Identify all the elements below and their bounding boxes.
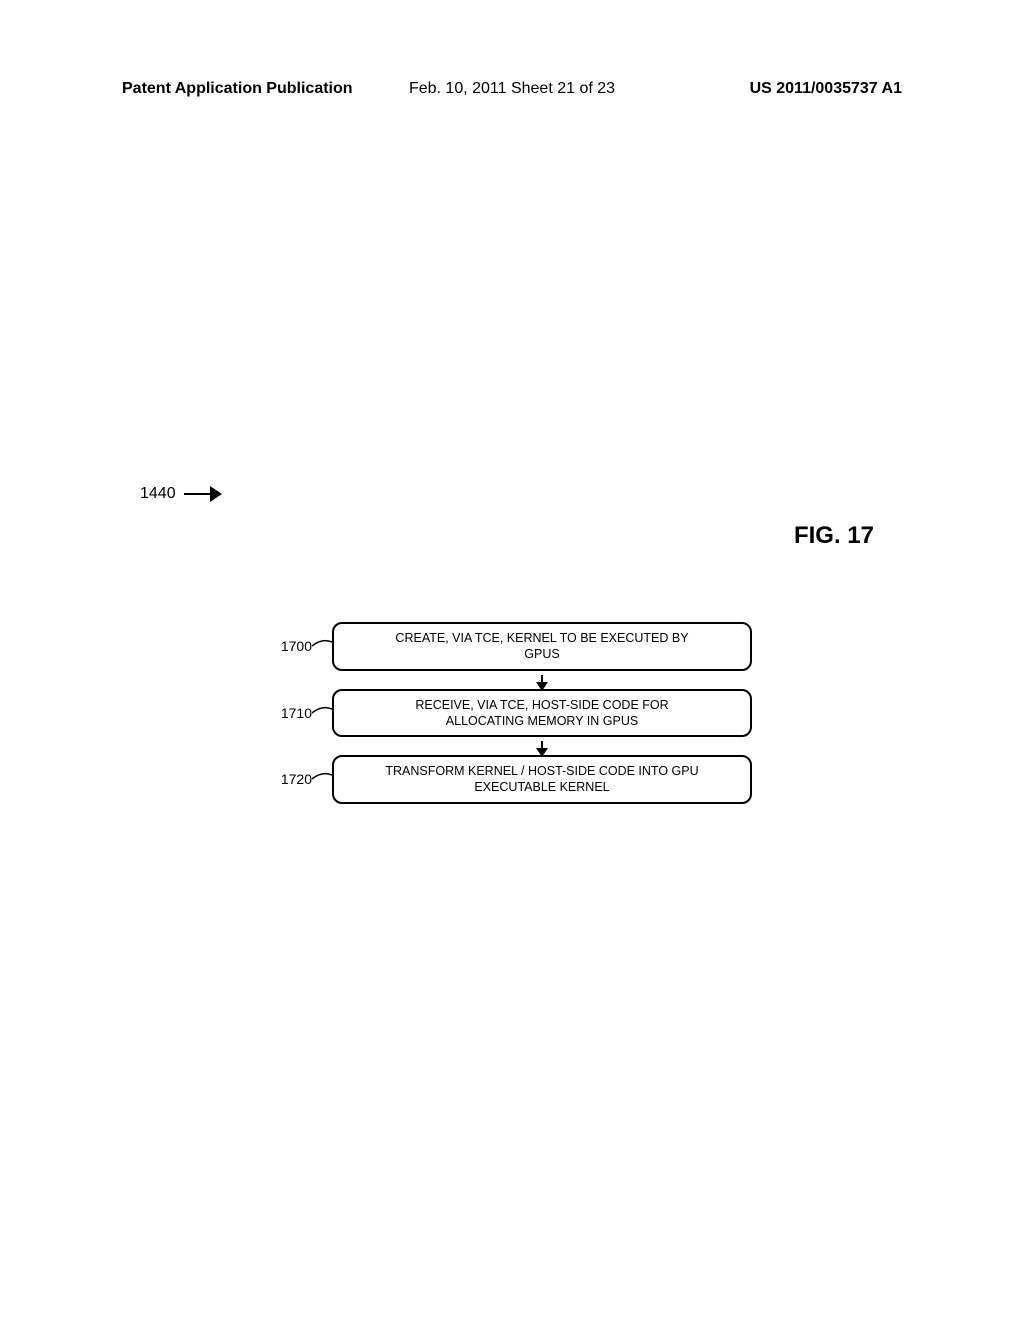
flow-step: 1710 RECEIVE, VIA TCE, HOST-SIDE CODE FO… [272,689,752,738]
flow-step-ref: 1710 [272,705,312,721]
flow-step-ref: 1720 [272,771,312,787]
flow-step-text-line: ALLOCATING MEMORY IN GPUS [446,714,638,728]
flow-step-ref: 1700 [272,638,312,654]
flow-arrow-down-icon [272,671,752,689]
flow-step-text-line: EXECUTABLE KERNEL [474,780,609,794]
header-left: Patent Application Publication [122,80,353,98]
ref-lead-line-icon [312,638,332,654]
figure-label: FIG. 17 [794,522,874,550]
flow-step-ref-label: 1710 [281,705,312,721]
ref-lead-line-icon [312,705,332,721]
patent-header: Patent Application Publication Feb. 10, … [122,80,902,98]
flow-step-box: TRANSFORM KERNEL / HOST-SIDE CODE INTO G… [332,755,752,804]
flow-step: 1700 CREATE, VIA TCE, KERNEL TO BE EXECU… [272,622,752,671]
flow-step-text-line: TRANSFORM KERNEL / HOST-SIDE CODE INTO G… [385,764,698,778]
flow-step: 1720 TRANSFORM KERNEL / HOST-SIDE CODE I… [272,755,752,804]
flowchart: 1700 CREATE, VIA TCE, KERNEL TO BE EXECU… [272,622,752,804]
reference-number: 1440 [140,485,176,503]
flow-step-ref-label: 1700 [281,638,312,654]
flow-step-text-line: GPUS [524,647,559,661]
header-right: US 2011/0035737 A1 [750,80,902,98]
header-center: Feb. 10, 2011 Sheet 21 of 23 [409,80,615,98]
reference-pointer: 1440 [140,485,224,503]
flow-step-text-line: CREATE, VIA TCE, KERNEL TO BE EXECUTED B… [395,631,688,645]
ref-lead-line-icon [312,771,332,787]
flow-arrow-down-icon [272,737,752,755]
reference-arrow-icon [184,487,224,502]
flow-step-text-line: RECEIVE, VIA TCE, HOST-SIDE CODE FOR [415,698,668,712]
flow-step-box: RECEIVE, VIA TCE, HOST-SIDE CODE FOR ALL… [332,689,752,738]
flow-step-ref-label: 1720 [281,771,312,787]
flow-step-box: CREATE, VIA TCE, KERNEL TO BE EXECUTED B… [332,622,752,671]
